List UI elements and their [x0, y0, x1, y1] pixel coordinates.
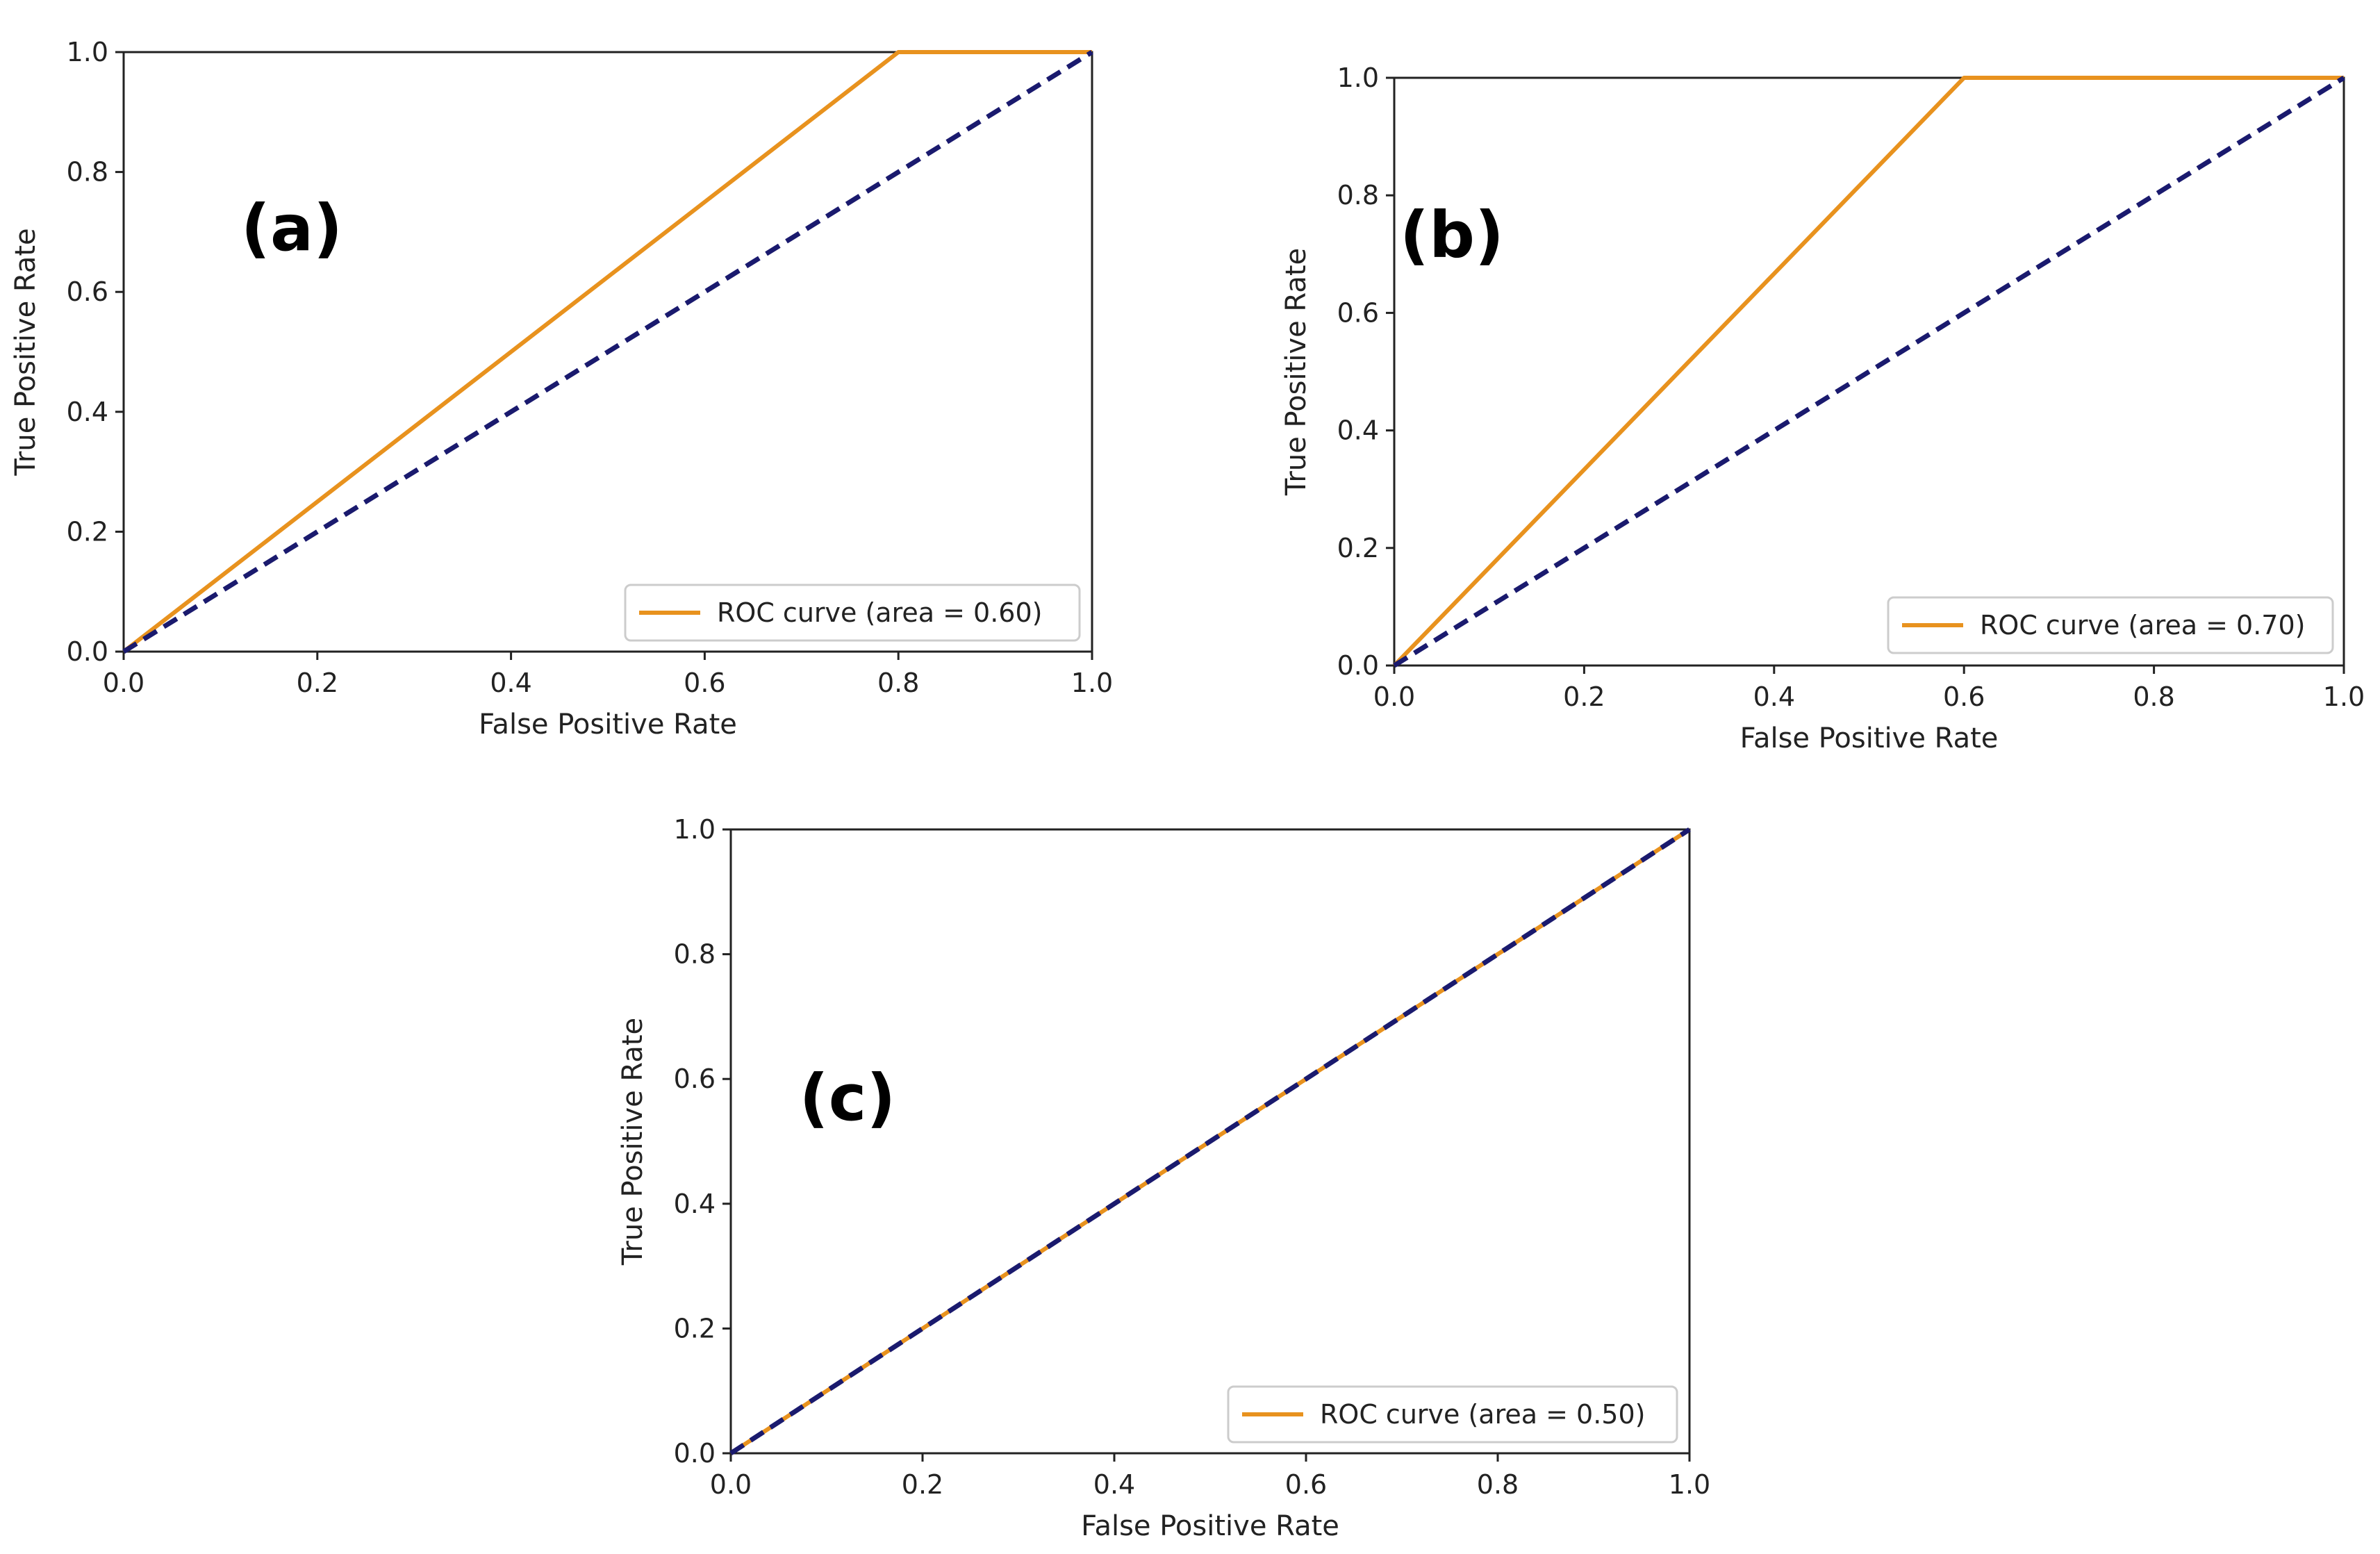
roc-curve-line	[122, 50, 1092, 654]
chart-panel-3: 0.0 0.2 0.4 0.6 0.8 1.0 0.0 0.2 0.4 0.6 0.8 1.0 Fals…	[617, 814, 1710, 1542]
y-tick-label: 0.6	[674, 1064, 716, 1094]
x-tick-label: 0.2	[297, 668, 338, 698]
plot-frame	[122, 51, 1093, 653]
chance-line	[122, 50, 1093, 654]
chart-panel-1: 0.0 0.2 0.4 0.6 0.8 1.0 0.0 0.2 0.4 0.6 0.8 1.0 Fals…	[10, 37, 1113, 741]
x-axis-label: False Positive Rate	[1081, 1510, 1339, 1542]
legend-box	[1887, 596, 2334, 654]
y-tick-label: 0.2	[67, 516, 108, 547]
legend: ROC curve (area = 0.60)	[624, 584, 1081, 642]
roc-curve-line	[1392, 76, 2344, 668]
x-axis-label: False Positive Rate	[1740, 722, 1999, 754]
x-tick-label: 0.0	[710, 1469, 752, 1500]
y-tick-label: 0.0	[67, 636, 108, 667]
x-tick-label: 1.0	[1669, 1469, 1710, 1500]
legend-label: ROC curve (area = 0.70)	[1980, 610, 2305, 640]
y-tick-label: 0.2	[674, 1313, 716, 1344]
x-tick-label: 0.0	[103, 668, 144, 698]
y-tick-label: 0.2	[1337, 533, 1379, 563]
y-tick-label: 0.8	[67, 157, 108, 188]
plot-frame	[1393, 76, 2345, 667]
y-tick-label: 0.0	[674, 1438, 716, 1469]
x-tick-label: 0.8	[2133, 681, 2174, 712]
chart-panel-2: 0.0 0.2 0.4 0.6 0.8 1.0 0.0 0.2 0.4 0.6 0.8 1.0 Fals…	[1280, 63, 2365, 754]
x-tick-label: 0.4	[1753, 681, 1795, 712]
x-tick-label: 0.6	[1285, 1469, 1327, 1500]
panel-label: (a)	[241, 191, 342, 265]
y-tick-label: 0.4	[67, 397, 108, 427]
legend-label: ROC curve (area = 0.50)	[1320, 1399, 1645, 1430]
x-tick-label: 1.0	[1071, 668, 1113, 698]
x-tick-label: 0.0	[1373, 681, 1415, 712]
legend-box	[1227, 1385, 1678, 1444]
y-tick-label: 1.0	[674, 814, 716, 845]
legend-box	[624, 584, 1081, 642]
panel-label: (b)	[1400, 198, 1504, 272]
y-axis-label: True Positive Rate	[1280, 248, 1312, 496]
legend: ROC curve (area = 0.50)	[1227, 1385, 1678, 1444]
chance-line	[1393, 76, 2345, 668]
x-tick-label: 0.4	[490, 668, 531, 698]
y-tick-label: 1.0	[67, 37, 108, 67]
y-tick-label: 1.0	[1337, 63, 1379, 93]
x-tick-label: 0.6	[1943, 681, 1985, 712]
x-tick-label: 0.8	[877, 668, 919, 698]
y-tick-label: 0.8	[674, 939, 716, 970]
y-tick-label: 0.4	[674, 1189, 716, 1219]
panel-label: (c)	[800, 1061, 896, 1135]
x-tick-label: 0.6	[684, 668, 725, 698]
y-tick-label: 0.6	[67, 276, 108, 307]
y-tick-label: 0.8	[1337, 180, 1379, 210]
y-axis-label: True Positive Rate	[10, 228, 42, 476]
legend-label: ROC curve (area = 0.60)	[717, 597, 1042, 628]
x-tick-label: 0.8	[1477, 1469, 1519, 1500]
x-axis-label: False Positive Rate	[479, 709, 737, 741]
y-tick-label: 0.0	[1337, 650, 1379, 681]
y-tick-label: 0.6	[1337, 297, 1379, 328]
x-tick-label: 0.2	[902, 1469, 943, 1500]
legend: ROC curve (area = 0.70)	[1887, 596, 2334, 654]
chance-line	[729, 827, 1691, 1455]
x-tick-label: 0.2	[1563, 681, 1605, 712]
y-axis-label: True Positive Rate	[617, 1018, 649, 1266]
x-tick-label: 1.0	[2323, 681, 2365, 712]
y-tick-label: 0.4	[1337, 415, 1379, 446]
x-tick-label: 0.4	[1093, 1469, 1135, 1500]
plot-frame	[729, 828, 1691, 1455]
